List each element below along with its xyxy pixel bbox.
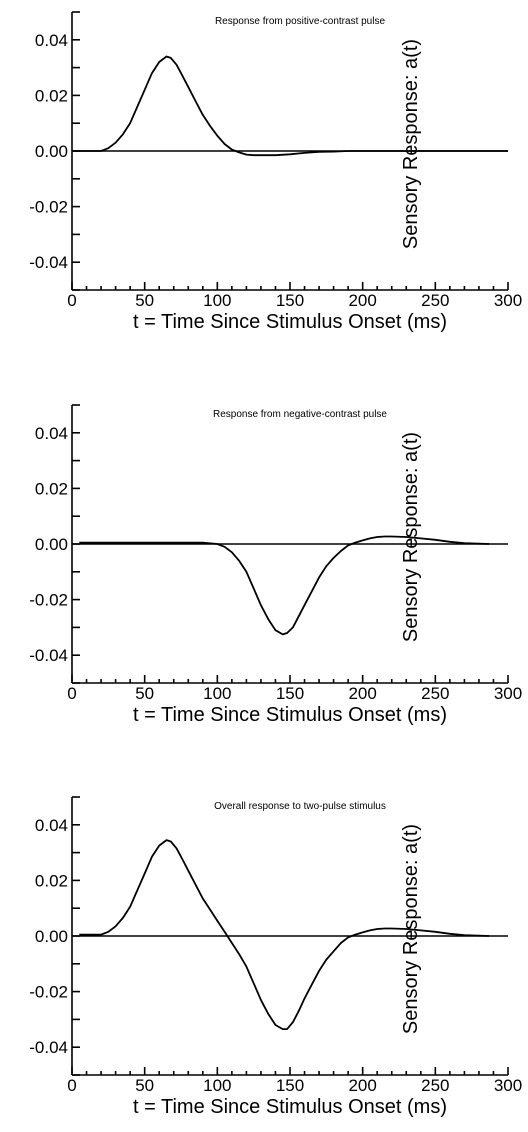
x-axis-label: t = Time Since Stimulus Onset (ms) [133, 704, 447, 726]
y-tick-label: 0.02 [35, 479, 68, 498]
x-tick-label: 50 [135, 1076, 154, 1095]
y-tick-label: -0.04 [29, 646, 68, 665]
y-tick-label: 0.00 [35, 927, 68, 946]
chart-panel-3: 0.04 0.02 0.00 -0.02 -0.04 0 50 100 150 200 250 300… [29, 796, 522, 1118]
x-tick-label: 50 [135, 684, 154, 703]
y-tick-label: -0.02 [29, 198, 68, 217]
y-tick-label: 0.04 [35, 816, 68, 835]
x-tick-label: 0 [67, 1076, 76, 1095]
response-curve [79, 535, 490, 636]
chart-title: Response from positive-contrast pulse [215, 16, 386, 27]
y-tick-label: -0.02 [29, 591, 68, 610]
y-tick-label: 0.04 [35, 424, 68, 443]
x-tick-label: 200 [348, 1076, 376, 1095]
x-axis-label: t = Time Since Stimulus Onset (ms) [133, 311, 447, 333]
y-tick-label: 0.02 [35, 871, 68, 890]
y-tick-label: 0.04 [35, 31, 68, 50]
x-tick-label: 200 [348, 684, 376, 703]
x-tick-label: 0 [67, 291, 76, 310]
x-tick-label: 200 [348, 291, 376, 310]
x-tick-label: 100 [203, 1076, 231, 1095]
x-tick-label: 150 [276, 291, 304, 310]
x-tick-label: 100 [203, 684, 231, 703]
x-tick-label: 300 [494, 291, 522, 310]
y-tick-label: -0.04 [29, 1038, 68, 1057]
x-tick-label: 150 [276, 684, 304, 703]
x-tick-label: 50 [135, 291, 154, 310]
chart-panel-2: 0.04 0.02 0.00 -0.02 -0.04 0 50 100 150 200 250 300… [29, 404, 522, 726]
x-axis-label: t = Time Since Stimulus Onset (ms) [133, 1096, 447, 1118]
x-tick-label: 100 [203, 291, 231, 310]
y-tick-label: 0.00 [35, 142, 68, 161]
x-tick-label: 300 [494, 1076, 522, 1095]
chart-title: Overall response to two-pulse stimulus [214, 801, 386, 812]
chart-panel-1: 0.04 0.02 0.00 -0.02 -0.04 0 50 100 150 200 250 300… [29, 11, 522, 333]
y-axis-label: Sensory Response: a(t) [400, 39, 422, 249]
chart-title: Response from negative-contrast pulse [213, 409, 387, 420]
y-tick-label: 0.00 [35, 535, 68, 554]
x-tick-label: 0 [67, 684, 76, 703]
y-tick-label: 0.02 [35, 86, 68, 105]
y-tick-label: -0.04 [29, 253, 68, 272]
x-tick-label: 150 [276, 1076, 304, 1095]
response-curve [72, 55, 508, 157]
x-tick-label: 300 [494, 684, 522, 703]
x-tick-label: 250 [421, 684, 449, 703]
y-tick-label: -0.02 [29, 983, 68, 1002]
response-curve [79, 839, 490, 1030]
x-tick-label: 250 [421, 291, 449, 310]
x-tick-label: 250 [421, 1076, 449, 1095]
